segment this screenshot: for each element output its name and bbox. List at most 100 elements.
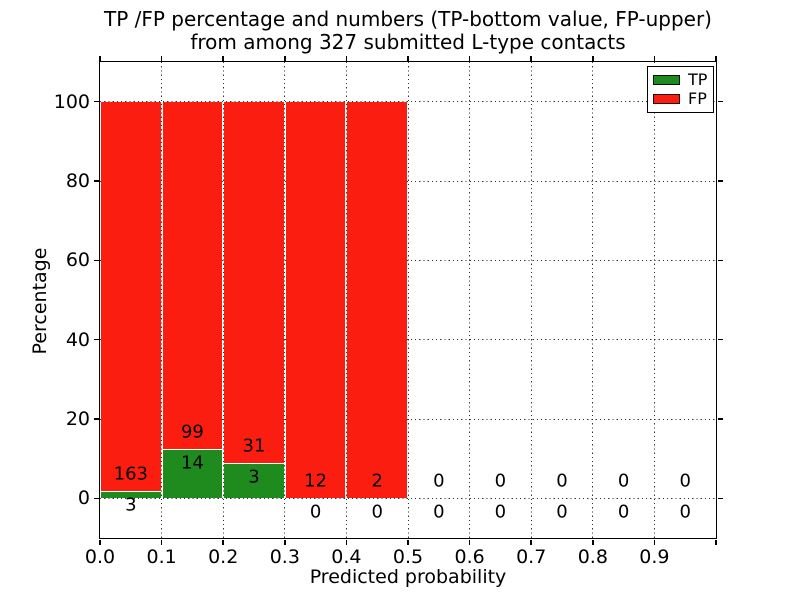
gridline-x-0.4 bbox=[345, 62, 347, 538]
tp-count-label: 0 bbox=[494, 501, 507, 523]
x-tick-label: 0.9 bbox=[639, 546, 670, 568]
y-tick-right bbox=[717, 259, 723, 262]
legend-item-tp: TP bbox=[648, 72, 713, 88]
gridline-x-0.7 bbox=[530, 62, 532, 538]
y-tick-right bbox=[717, 338, 723, 341]
y-tick-left bbox=[93, 497, 99, 500]
fp-count-label: 0 bbox=[556, 470, 568, 492]
x-axis-label: Predicted probability bbox=[309, 566, 507, 588]
y-tick-label: 100 bbox=[53, 90, 90, 113]
x-tick-bottom bbox=[592, 539, 594, 545]
bar-tp-segment bbox=[162, 449, 223, 499]
y-tick-left bbox=[93, 259, 99, 262]
tp-count-label: 0 bbox=[556, 501, 568, 523]
legend-swatch-tp bbox=[653, 75, 680, 85]
x-tick-top bbox=[530, 55, 532, 61]
y-tick-left bbox=[93, 100, 99, 103]
gridline-x-0.6 bbox=[469, 62, 471, 538]
x-tick-label: 0.5 bbox=[392, 546, 424, 568]
y-tick-right bbox=[717, 497, 723, 500]
x-tick-bottom bbox=[530, 539, 532, 545]
fp-count-label: 0 bbox=[433, 470, 445, 492]
bar-fp-segment bbox=[285, 101, 346, 499]
gridline-x-0.9 bbox=[653, 62, 655, 538]
tp-count-label: 0 bbox=[679, 501, 691, 523]
bar-fp-segment bbox=[224, 101, 284, 464]
bar-fp-segment bbox=[162, 101, 223, 450]
legend-swatch-fp bbox=[653, 94, 680, 104]
bar-tp-segment bbox=[101, 491, 161, 499]
tp-count-label: 0 bbox=[433, 501, 445, 523]
x-tick-label: 0.6 bbox=[454, 546, 485, 568]
x-tick-bottom bbox=[284, 539, 286, 545]
tp-count-label: 3 bbox=[125, 494, 137, 516]
legend-item-fp: FP bbox=[648, 91, 713, 107]
y-tick-right bbox=[717, 418, 723, 420]
tp-count-label: 0 bbox=[371, 501, 383, 523]
fp-count-label: 12 bbox=[304, 470, 328, 492]
x-tick-bottom bbox=[715, 539, 717, 545]
bar-fp-segment bbox=[101, 101, 161, 492]
fp-count-label: 2 bbox=[371, 470, 383, 492]
bar-tp-segment bbox=[224, 463, 284, 499]
x-tick-top bbox=[715, 55, 717, 61]
gridline-x-0.5 bbox=[407, 62, 409, 538]
y-tick-right bbox=[717, 100, 723, 103]
x-tick-label: 0.0 bbox=[84, 546, 116, 568]
x-tick-label: 0.2 bbox=[208, 546, 239, 568]
gridline-x-0.2 bbox=[222, 62, 224, 538]
x-tick-top bbox=[345, 55, 348, 61]
chart-title: TP /FP percentage and numbers (TP-bottom… bbox=[100, 8, 716, 54]
y-tick-left bbox=[93, 338, 99, 341]
x-tick-label: 0.1 bbox=[146, 546, 177, 568]
x-tick-top bbox=[99, 55, 101, 61]
x-tick-label: 0.8 bbox=[577, 546, 608, 568]
gridline-x-0.3 bbox=[284, 62, 286, 538]
fp-count-label: 0 bbox=[617, 470, 630, 492]
y-tick-left bbox=[93, 180, 99, 182]
x-tick-bottom bbox=[160, 539, 163, 545]
x-tick-label: 0.4 bbox=[331, 546, 362, 568]
legend-label-fp: FP bbox=[688, 89, 707, 108]
y-axis-label: Percentage bbox=[29, 247, 51, 355]
x-tick-bottom bbox=[468, 539, 471, 545]
tp-count-label: 14 bbox=[180, 452, 204, 474]
tp-count-label: 0 bbox=[617, 501, 630, 523]
tp-count-label: 3 bbox=[248, 466, 260, 488]
y-tick-label: 80 bbox=[65, 170, 90, 192]
y-tick-label: 20 bbox=[65, 408, 90, 430]
x-tick-bottom bbox=[222, 539, 224, 545]
y-tick-left bbox=[93, 418, 99, 420]
fp-count-label: 163 bbox=[113, 463, 148, 485]
x-tick-bottom bbox=[99, 539, 101, 545]
legend: TP FP bbox=[647, 66, 714, 113]
gridline-x-0.8 bbox=[592, 62, 594, 538]
x-tick-top bbox=[592, 55, 594, 61]
x-tick-top bbox=[160, 55, 163, 61]
fp-count-label: 31 bbox=[242, 435, 266, 457]
fp-count-label: 99 bbox=[180, 421, 204, 443]
x-tick-bottom bbox=[653, 539, 656, 545]
legend-label-tp: TP bbox=[688, 70, 708, 89]
x-tick-top bbox=[284, 55, 286, 61]
x-tick-top bbox=[468, 55, 471, 61]
y-tick-right bbox=[717, 180, 723, 182]
y-tick-label: 0 bbox=[77, 487, 90, 510]
x-tick-label: 0.7 bbox=[516, 546, 547, 568]
tp-count-label: 0 bbox=[309, 501, 322, 523]
x-tick-bottom bbox=[407, 539, 409, 545]
x-tick-top bbox=[222, 55, 224, 61]
x-tick-bottom bbox=[345, 539, 348, 545]
x-tick-top bbox=[407, 55, 409, 61]
y-tick-label: 60 bbox=[65, 249, 90, 272]
y-tick-label: 40 bbox=[65, 328, 90, 351]
chart-title-line1: TP /FP percentage and numbers (TP-bottom… bbox=[104, 7, 712, 31]
fp-count-label: 0 bbox=[494, 470, 507, 492]
x-tick-top bbox=[653, 55, 656, 61]
chart-title-line2: from among 327 submitted L-type contacts bbox=[190, 30, 626, 54]
bar-fp-segment bbox=[347, 101, 407, 499]
gridline-x-0.1 bbox=[161, 62, 163, 538]
x-tick-label: 0.3 bbox=[269, 546, 300, 568]
fp-count-label: 0 bbox=[679, 470, 691, 492]
